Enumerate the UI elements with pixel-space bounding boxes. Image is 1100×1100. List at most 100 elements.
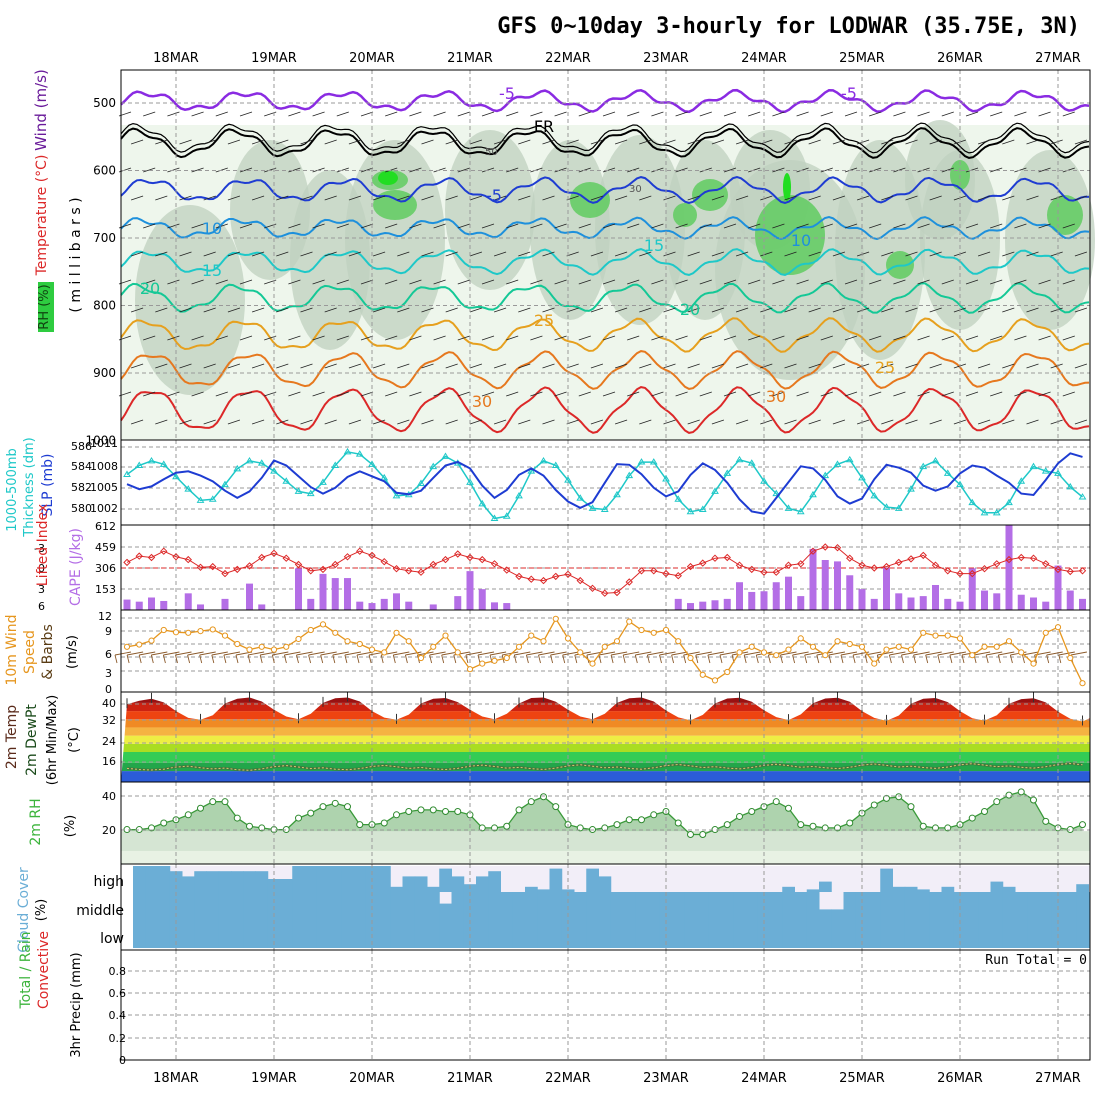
wind-barb: [457, 223, 470, 229]
rh-point: [246, 822, 253, 830]
wind-barb: [711, 251, 725, 257]
rh-contour-label: 30: [629, 184, 642, 195]
wind-barb: [965, 223, 979, 229]
cloud-low-bar: [684, 921, 697, 948]
precip-axis-title: Convective: [36, 931, 52, 1009]
thickness-point: [515, 491, 523, 499]
thickness-point: [233, 464, 242, 472]
wind-barb: [493, 195, 507, 201]
wind-barb: [336, 391, 349, 397]
wind-barb: [1014, 335, 1027, 341]
wind-speed-point: [760, 649, 768, 656]
wind-barb: [590, 363, 604, 369]
thickness-point: [466, 478, 474, 485]
thickness-point: [698, 505, 707, 512]
wind-barb: [699, 391, 712, 397]
wind-barb: [772, 335, 785, 341]
wind-barb: [772, 391, 785, 397]
wind-barb: [949, 654, 953, 664]
wind-barb: [393, 651, 410, 656]
wind-barb: [320, 651, 337, 656]
cloud-middle-bar: [1039, 892, 1053, 921]
wind-barb: [143, 223, 156, 229]
lifted-index-point: [1017, 553, 1025, 562]
lifted-index-point: [307, 567, 315, 575]
cloud-low-bar: [586, 921, 599, 948]
wind-speed-point: [479, 660, 486, 667]
wind-barb: [844, 111, 858, 117]
wind-barb: [687, 139, 700, 145]
wind-barb: [155, 195, 168, 201]
thickness-point: [760, 477, 768, 484]
lifted-index-point: [613, 588, 621, 597]
wind-barb: [986, 651, 1003, 656]
wind-barb: [530, 335, 543, 341]
wind-barb: [506, 335, 519, 341]
cloud-high-bar: [1076, 884, 1089, 892]
wind-barb: [348, 419, 362, 425]
cape-tick-label: 306: [95, 562, 116, 575]
lifted-index-tick-label: 3: [38, 583, 45, 596]
cloud-middle-bar: [525, 892, 538, 921]
rh-point: [197, 804, 204, 812]
wind-barb: [175, 654, 178, 664]
wind-barb: [913, 654, 917, 664]
wind-barb: [925, 651, 942, 656]
lifted-index-point: [441, 555, 450, 564]
thickness-point: [208, 495, 217, 502]
cloud-middle-bar: [684, 892, 697, 921]
wind-speed-point: [822, 652, 829, 659]
wind-tick-label: 3: [105, 667, 112, 680]
lifted-index-point: [233, 565, 241, 574]
wind-barb: [856, 307, 870, 313]
wind-barb: [324, 363, 337, 369]
cloud-high-bar: [402, 876, 416, 892]
cape-bar: [711, 600, 719, 610]
cape-bar: [797, 596, 805, 610]
wind-barb: [1046, 651, 1063, 656]
wind-speed-point: [160, 626, 167, 634]
wind-barb: [1046, 654, 1050, 664]
wind-barb: [199, 654, 203, 664]
isotherm-label: 10: [791, 231, 811, 250]
lifted-index-point: [184, 555, 192, 564]
cloud-middle-bar: [880, 892, 893, 921]
wind-barb: [614, 307, 628, 313]
cloud-high-bar: [255, 871, 269, 892]
wind-barb: [675, 223, 688, 229]
rh-point: [454, 808, 462, 816]
wind-barb: [360, 391, 374, 397]
cloud-middle-bar: [904, 892, 918, 921]
wind-barb: [888, 654, 892, 664]
wind-barb: [372, 419, 386, 425]
lifted-index-point: [821, 543, 829, 551]
cloud-middle-bar: [586, 892, 599, 921]
rh-point: [307, 809, 315, 817]
wind-barb: [130, 419, 144, 425]
cape-bar: [760, 591, 768, 610]
wind-speed-point: [650, 629, 657, 636]
wind-speed-point: [564, 635, 572, 642]
wind-barb: [542, 251, 555, 257]
cloud-layer-label: middle: [76, 903, 124, 919]
wind-barb: [457, 167, 470, 173]
cloud-low-bar: [194, 921, 207, 948]
thickness-point: [1041, 467, 1050, 474]
lifted-index-point: [674, 571, 682, 580]
rh-point: [478, 824, 486, 832]
wind-barb: [562, 654, 566, 664]
wind-barb: [808, 307, 821, 313]
wind-barb: [421, 251, 434, 257]
cloud-low-bar: [231, 921, 244, 948]
temperature-band: [121, 752, 1090, 763]
wind-barb: [1074, 363, 1088, 369]
wind-axis-title: 10m Wind: [4, 614, 20, 685]
wind-speed-point: [515, 643, 523, 650]
wind-barb: [538, 651, 555, 656]
thickness-point: [992, 508, 1001, 516]
wind-barb: [1002, 363, 1015, 369]
cloud-low-bar: [794, 921, 808, 948]
cloud-middle-bar: [1076, 892, 1089, 921]
wind-barb: [760, 419, 773, 425]
